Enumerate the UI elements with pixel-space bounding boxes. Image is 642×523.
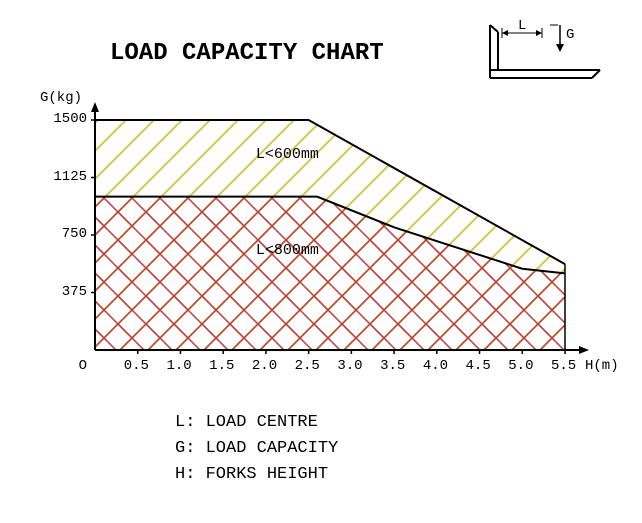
page: LOAD CAPACITY CHART L G G(kg) H(m) O3757…	[0, 0, 642, 523]
series-label: L<600mm	[256, 146, 319, 163]
series-label: L<800mm	[256, 242, 319, 259]
y-tick-label: 375	[41, 284, 87, 300]
x-tick-label: 5.0	[508, 358, 533, 374]
legend: L: LOAD CENTRE G: LOAD CAPACITY H: FORKS…	[175, 410, 338, 488]
x-tick-label: 3.0	[337, 358, 362, 374]
x-tick-label: 3.5	[380, 358, 405, 374]
x-tick-label: 4.5	[466, 358, 491, 374]
fork-diagram: L G	[480, 20, 610, 90]
x-tick-label: 5.5	[551, 358, 576, 374]
fork-icon: L G	[480, 20, 610, 90]
svg-text:L: L	[518, 20, 526, 34]
y-tick-label: O	[41, 358, 87, 374]
x-tick-label: 2.0	[252, 358, 277, 374]
y-tick-label: 1125	[41, 169, 87, 185]
y-tick-label: 1500	[41, 111, 87, 127]
x-tick-label: 1.5	[209, 358, 234, 374]
x-tick-label: 1.0	[166, 358, 191, 374]
y-tick-label: 750	[41, 226, 87, 242]
chart-title: LOAD CAPACITY CHART	[110, 40, 384, 67]
x-tick-label: 0.5	[124, 358, 149, 374]
y-axis-label: G(kg)	[40, 90, 82, 106]
x-tick-label: 2.5	[295, 358, 320, 374]
load-capacity-chart	[90, 100, 600, 370]
x-tick-label: 4.0	[423, 358, 448, 374]
svg-text:G: G	[566, 27, 574, 43]
